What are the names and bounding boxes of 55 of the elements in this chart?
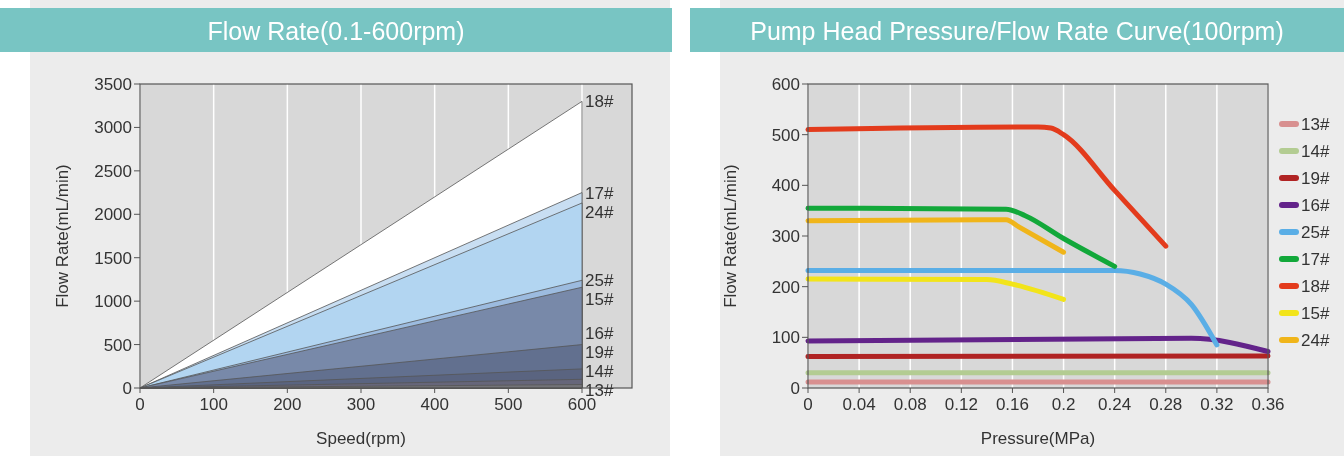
x-tick-label: 0 [135,395,145,414]
y-tick-label: 500 [771,125,800,145]
x-tick-label: 200 [273,395,302,414]
legend-label: 14# [1301,141,1330,161]
chart-title: Pump Head Pressure/Flow Rate Curve(100rpm) [750,17,1284,45]
y-tick-label: 300 [771,226,800,246]
series-label: 18# [585,92,614,112]
series-label: 17# [585,183,614,203]
y-tick-label: 600 [771,74,800,94]
y-tick-label: 0 [122,378,132,398]
series-label: 25# [585,271,614,291]
legend-label: 17# [1301,249,1330,269]
x-tick-label: 0.28 [1149,395,1183,414]
y-tick-label: 200 [771,277,800,297]
legend-label: 19# [1301,168,1330,188]
x-axis-title: Pressure(MPa) [980,429,1096,448]
x-tick-label: 0.2 [1051,395,1076,414]
legend-label: 18# [1301,276,1330,296]
x-tick-label: 0.32 [1200,395,1234,414]
x-tick-label: 0.12 [944,395,978,414]
legend-label: 24# [1301,330,1330,350]
x-tick-label: 0.36 [1251,395,1285,414]
series-label: 14# [585,361,614,381]
y-tick-label: 0 [790,378,800,398]
x-tick-label: 0.04 [842,395,876,414]
x-tick-label: 0.08 [893,395,927,414]
x-tick-label: 0 [803,395,813,414]
series-label: 24# [585,202,614,222]
x-tick-label: 400 [420,395,449,414]
y-tick-label: 100 [771,328,800,348]
y-axis-title: Flow Rate(mL/min) [721,164,740,308]
series-label: 16# [585,323,614,343]
y-tick-label: 400 [771,176,800,196]
legend-label: 13# [1301,114,1330,134]
chart-title: Flow Rate(0.1-600rpm) [207,17,465,45]
legend-label: 25# [1301,222,1330,242]
x-tick-label: 0.16 [995,395,1029,414]
x-tick-label: 300 [346,395,376,414]
y-tick-label: 2000 [94,205,132,225]
series-label: 15# [585,290,614,310]
x-tick-label: 100 [199,395,228,414]
y-axis-title: Flow Rate(mL/min) [53,164,72,308]
legend-label: 15# [1301,303,1330,323]
y-tick-label: 3500 [94,74,132,94]
x-tick-label: 0.24 [1098,395,1132,414]
x-axis-title: Speed(rpm) [316,429,406,448]
x-tick-label: 500 [494,395,523,414]
y-tick-label: 1500 [94,248,132,268]
x-tick-label: 600 [567,395,597,414]
y-tick-label: 500 [103,335,132,355]
series-label: 19# [585,342,614,362]
legend-label: 16# [1301,195,1330,215]
y-tick-label: 3000 [94,118,132,138]
y-tick-label: 2500 [94,161,132,181]
y-tick-label: 1000 [94,292,132,312]
